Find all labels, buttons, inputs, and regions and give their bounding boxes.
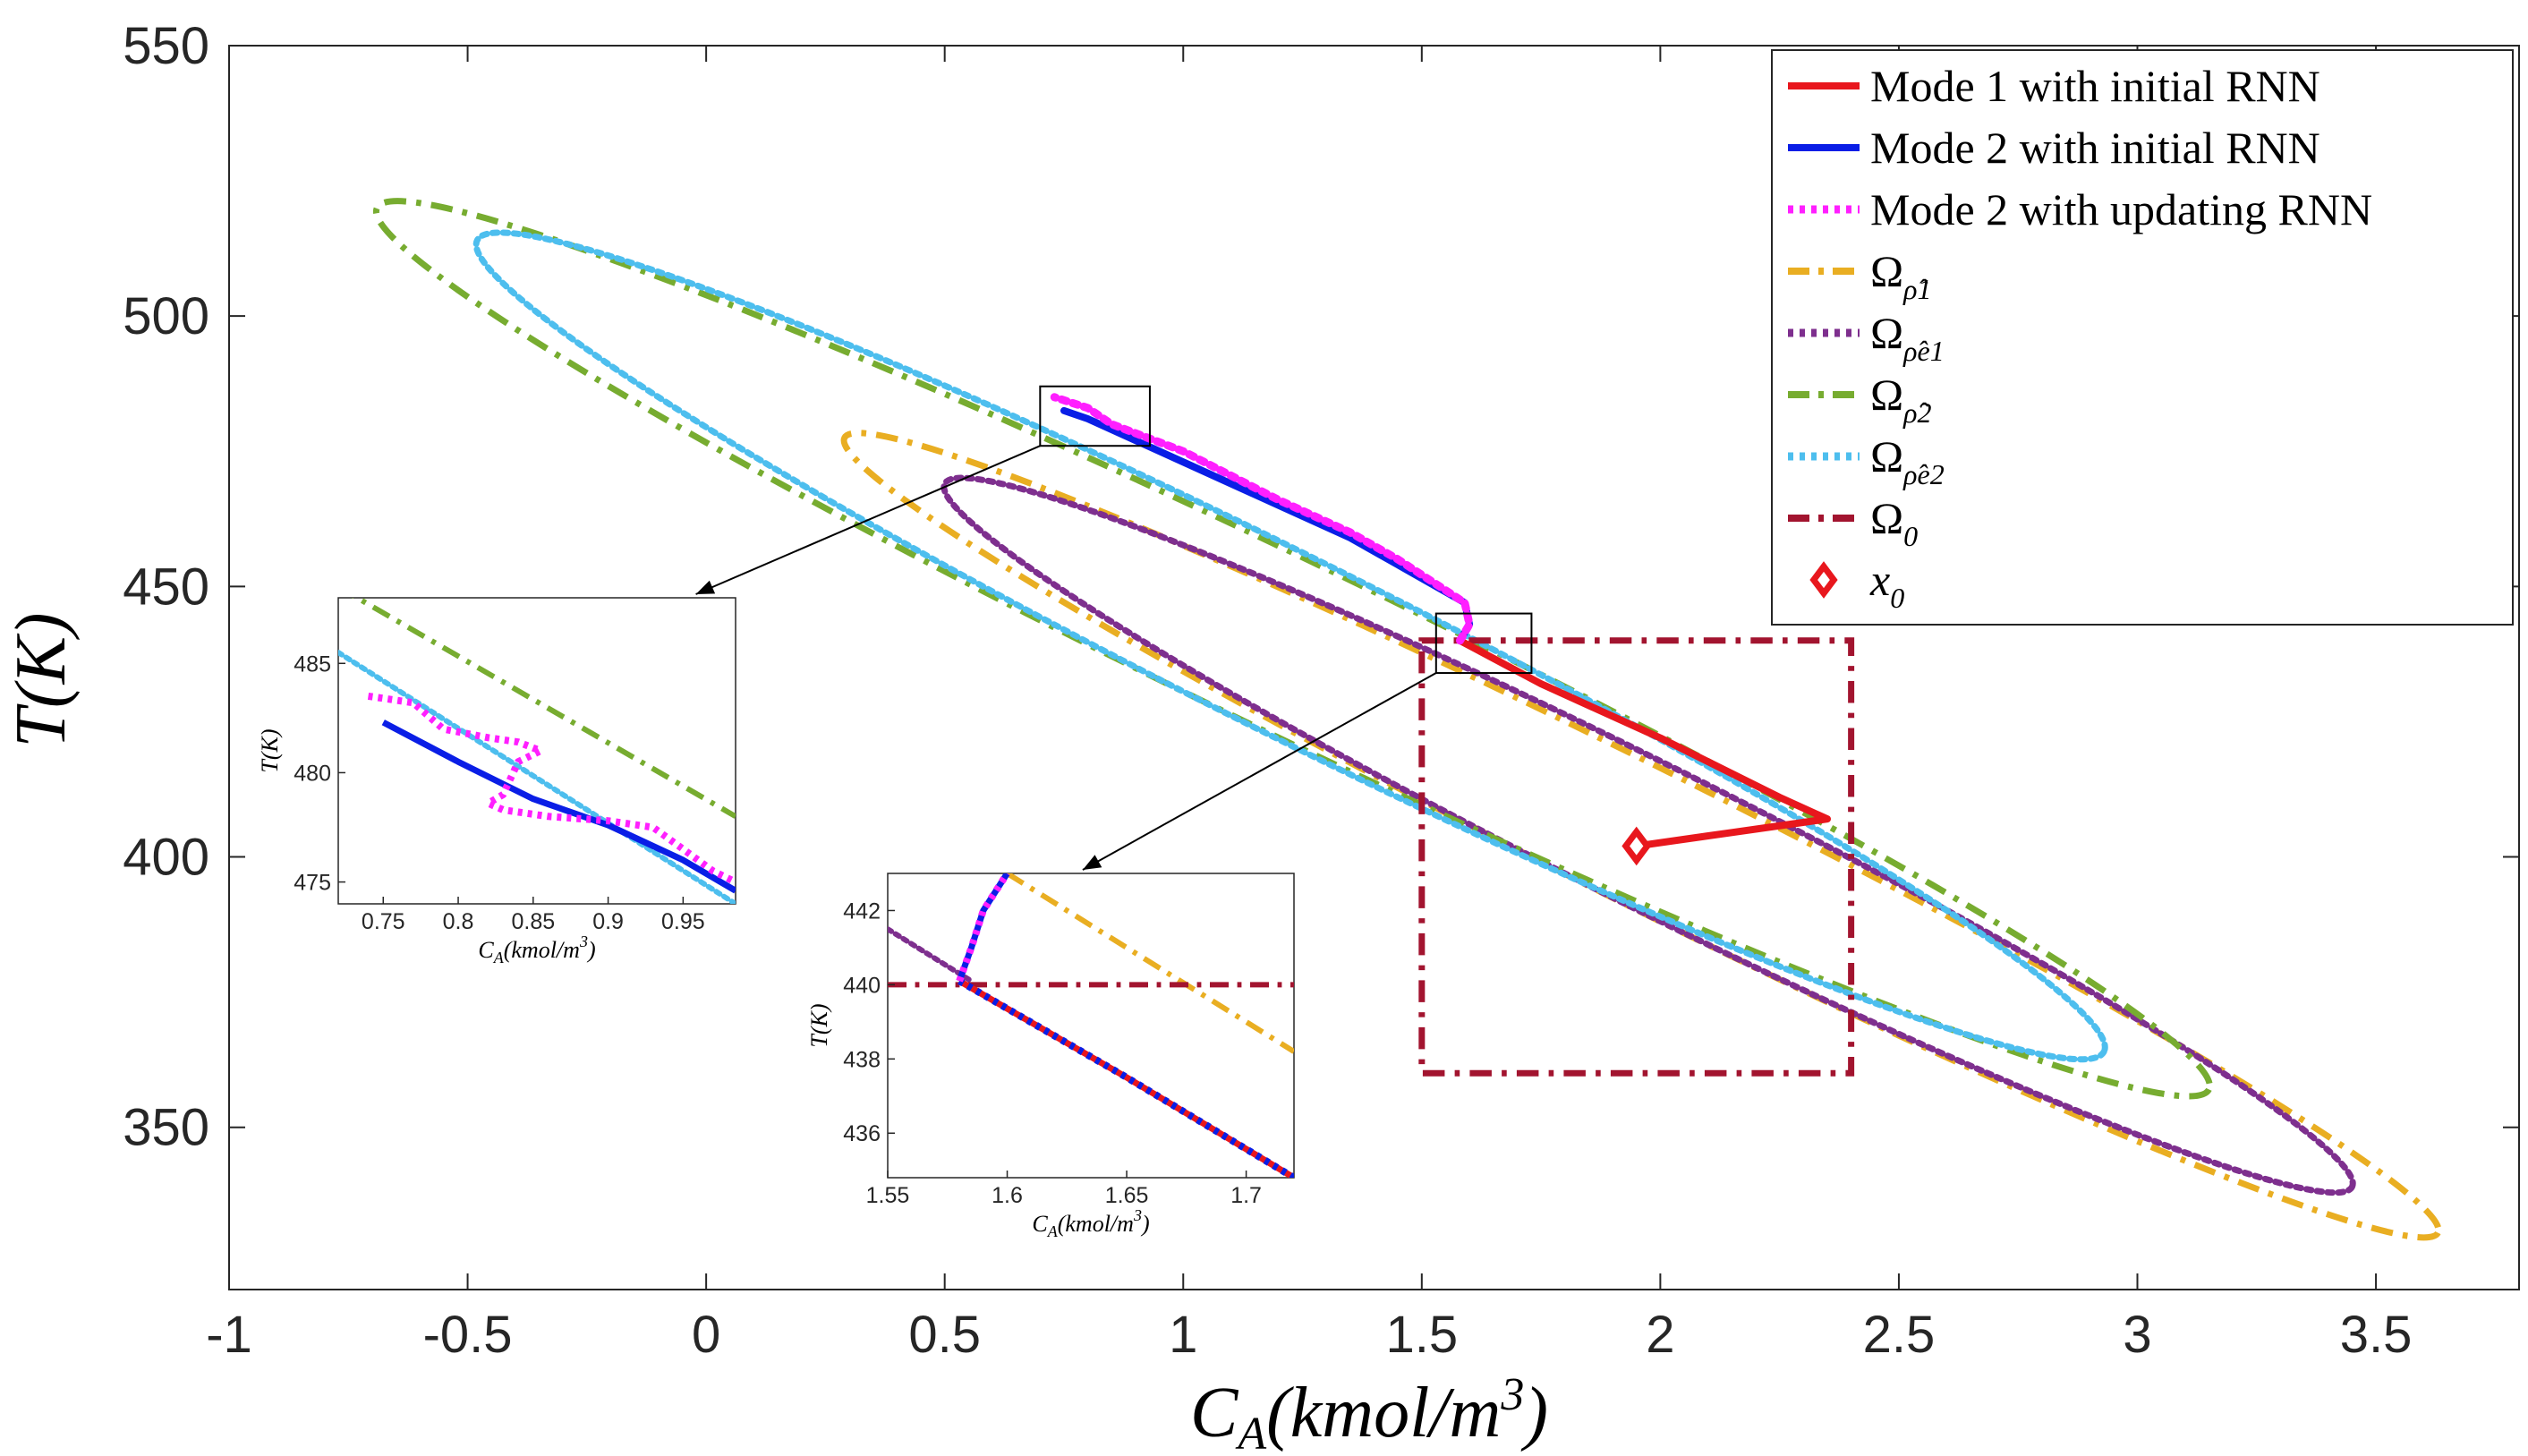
legend-swatch [1809, 561, 1838, 599]
inset-top-series-1 [381, 719, 736, 894]
region-omega-rhoe2 [472, 229, 2108, 1063]
legend-label: Ωρ̂2 [1870, 370, 1932, 429]
inset-bottom-frame [887, 873, 1295, 1179]
inset-top-zoom-box [1039, 385, 1151, 447]
x-tick-label: 0.5 [908, 1306, 981, 1364]
x-tick-label: 2 [1646, 1306, 1674, 1364]
legend-label: Mode 2 with updating RNN [1870, 184, 2372, 234]
y-axis-ticks: 350 400 450 500 550 [123, 17, 2519, 1157]
inset-x-tick-label: 1.7 [1230, 1183, 1262, 1208]
legend-label: Ωρ̂1 [1870, 246, 1932, 305]
inset-x-tick-label: 0.95 [661, 909, 705, 934]
insets: 0.75 0.8 0.85 0.9 0.95 475 480 485 CA(kmol/m3) T(… [257, 597, 1295, 1240]
inset-bottom-series-1 [958, 978, 1294, 1178]
inset-x-tick-label: 0.85 [511, 909, 555, 934]
markers [1621, 826, 1652, 866]
inset-x-title: CA(kmol/m3) [1032, 1206, 1149, 1240]
inset-x-tick-label: 1.55 [866, 1183, 910, 1208]
x-tick-label: 1 [1169, 1306, 1197, 1364]
inset-y-tick-label: 475 [294, 871, 331, 896]
inset-bottom: 1.55 1.6 1.65 1.7 436 438 440 442 CA(kmol/m3) T(K… [806, 873, 1295, 1240]
inset-x-tick-label: 0.8 [443, 909, 474, 934]
inset-y-tick-label: 442 [843, 898, 881, 924]
inset-top-region-omega-rhoe2 [338, 650, 736, 904]
y-tick-label: 450 [123, 558, 209, 616]
x-tick-label: 3.5 [2340, 1306, 2413, 1364]
legend-label: Mode 2 with initial RNN [1870, 123, 2320, 173]
inset-top-callout-arrowhead [695, 580, 716, 594]
inset-bottom-region-omega-rho1 [1005, 873, 1294, 1054]
zoom-boxes [1039, 385, 1533, 675]
y-tick-label: 500 [123, 287, 209, 345]
x-tick-label: 0 [692, 1306, 720, 1364]
inset-x-tick-label: 1.6 [992, 1183, 1023, 1208]
legend-label: Ω0 [1870, 493, 1918, 552]
x-tick-label: 1.5 [1385, 1306, 1458, 1364]
x-tick-label: 3 [2123, 1306, 2151, 1364]
x-tick-label: -0.5 [423, 1306, 513, 1364]
series-line-1 [1456, 636, 1831, 850]
marker-x0 [1621, 826, 1652, 866]
inset-y-tick-label: 438 [843, 1047, 881, 1072]
inset-x-tick-label: 1.65 [1105, 1183, 1149, 1208]
inset-y-tick-label: 436 [843, 1121, 881, 1146]
inset-bottom-callout-line [1082, 672, 1437, 871]
x-axis-ticks: -1 -0.5 0 0.5 1 1.5 2 2.5 3 3.5 [206, 46, 2412, 1364]
inset-x-title: CA(kmol/m3) [478, 932, 595, 966]
inset-bottom-callout-arrowhead [1082, 855, 1102, 870]
inset-top-region-omega-rho2 [352, 598, 736, 819]
inset-top: 0.75 0.8 0.85 0.9 0.95 475 480 485 CA(kmol/m3) T(… [257, 597, 736, 966]
y-tick-label: 350 [123, 1099, 209, 1157]
inset-y-title: T(K) [257, 728, 283, 772]
inset-y-tick-label: 485 [294, 651, 331, 677]
inset-bottom-series-3 [956, 873, 1010, 983]
legend-label: Mode 1 with initial RNN [1870, 61, 2320, 111]
inset-top-callout-line [695, 445, 1041, 595]
inset-y-title: T(K) [806, 1003, 832, 1047]
legend-box [1771, 49, 2514, 626]
legend: Mode 1 with initial RNN Mode 2 with initi… [1771, 49, 2514, 626]
inset-x-tick-label: 0.9 [592, 909, 624, 934]
callout-arrows [695, 445, 1437, 871]
legend-label: Ωρ̂e1 [1870, 308, 1945, 367]
inset-y-tick-label: 440 [843, 973, 881, 998]
inset-bottom-zoom-box [1434, 612, 1533, 675]
y-tick-label: 400 [123, 829, 209, 887]
inset-bottom-region-omega-rhoe1 [888, 926, 975, 984]
x-tick-label: -1 [206, 1306, 252, 1364]
region-omega-0 [1418, 637, 1855, 1077]
inset-y-tick-label: 480 [294, 761, 331, 786]
inset-x-tick-label: 0.75 [362, 909, 405, 934]
legend-label: Ωρ̂e2 [1870, 431, 1945, 490]
y-tick-label: 550 [123, 17, 209, 75]
x-tick-label: 2.5 [1863, 1306, 1936, 1364]
legend-label: x0 [1869, 555, 1904, 614]
y-axis-title: T(K) [2, 612, 81, 747]
